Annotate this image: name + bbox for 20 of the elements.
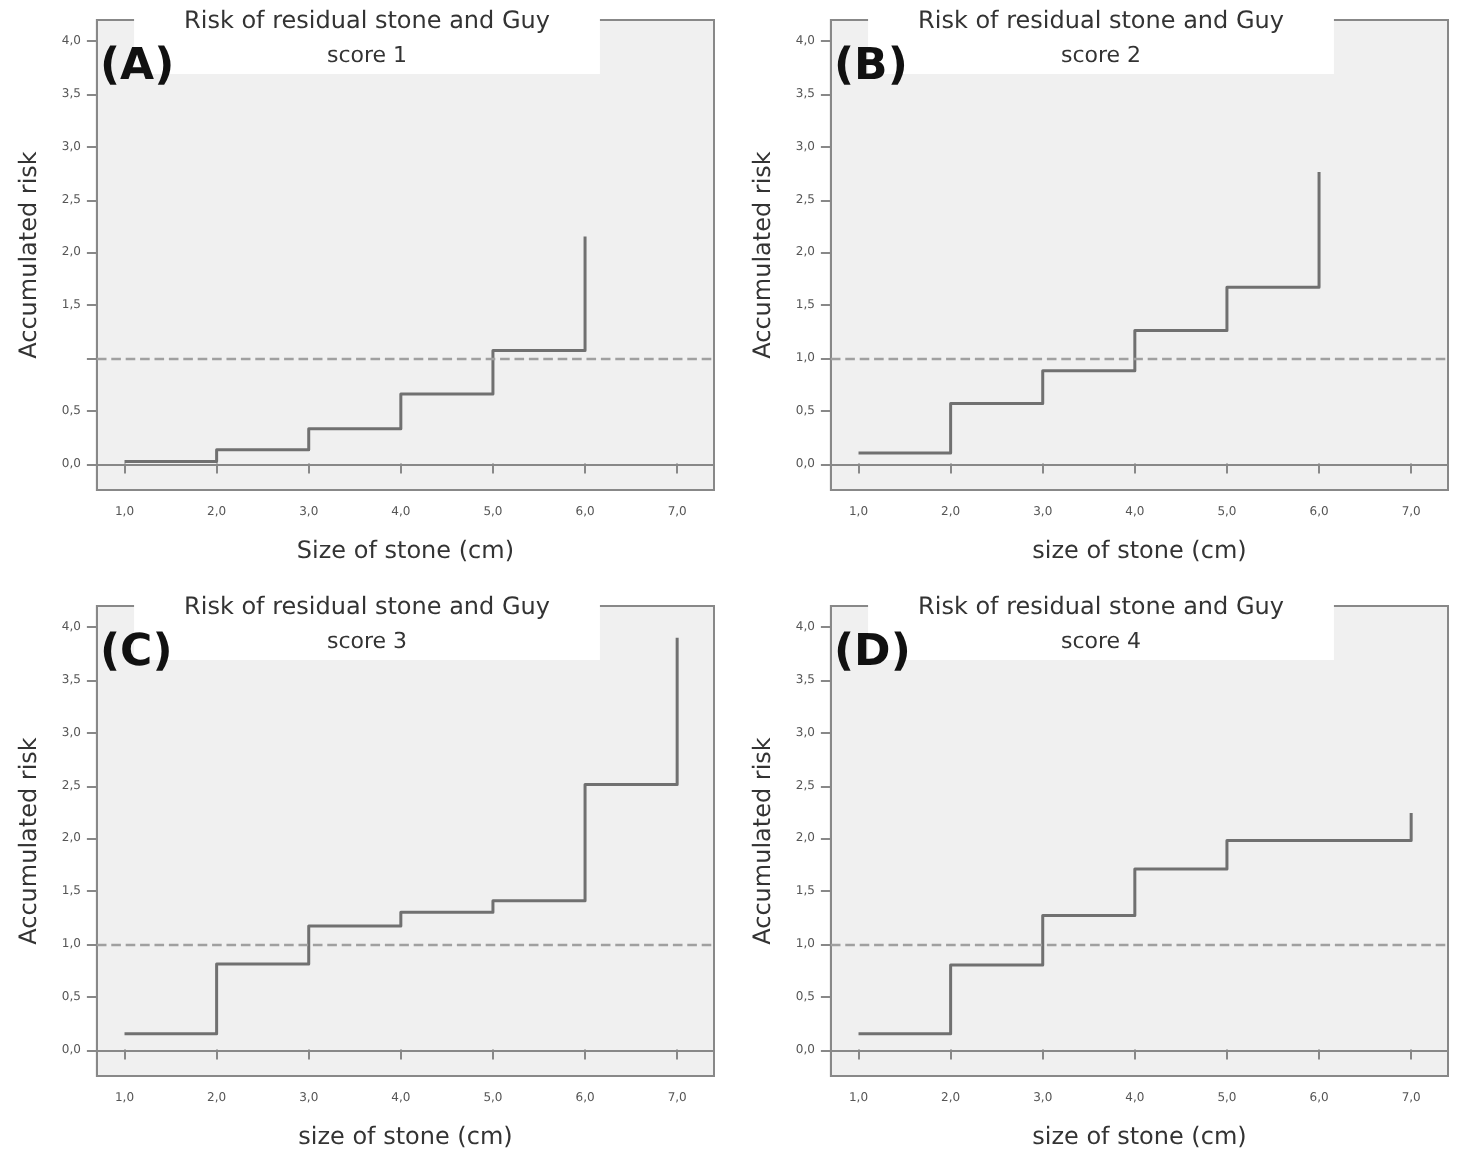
text: score 2: [1060, 42, 1142, 68]
x-axis-title: size of stone (cm): [298, 1122, 513, 1150]
chart-title: Risk of residual stone and Guy: [918, 592, 1284, 620]
x-axis-title: size of stone (cm): [1032, 536, 1247, 564]
text: score 3: [326, 628, 408, 654]
annotation: (D): [834, 627, 911, 677]
annotation: (A): [100, 41, 175, 91]
x-axis-title: Size of stone (cm): [296, 536, 515, 564]
chart-title: Risk of residual stone and Guy: [184, 6, 550, 34]
text: score 1: [326, 42, 408, 68]
y-axis-title: Accumulated risk: [748, 151, 776, 359]
x-axis-title: size of stone (cm): [1032, 1122, 1247, 1150]
y-axis-title: Accumulated risk: [748, 737, 776, 945]
chart-title: Risk of residual stone and Guy: [918, 6, 1284, 34]
y-axis-title: Accumulated risk: [14, 737, 42, 945]
chart-title: Risk of residual stone and Guy: [184, 592, 550, 620]
annotation: (C): [100, 627, 173, 677]
annotation: (B): [834, 41, 908, 91]
y-axis-title: Accumulated risk: [14, 151, 42, 359]
text: score 4: [1060, 628, 1142, 654]
